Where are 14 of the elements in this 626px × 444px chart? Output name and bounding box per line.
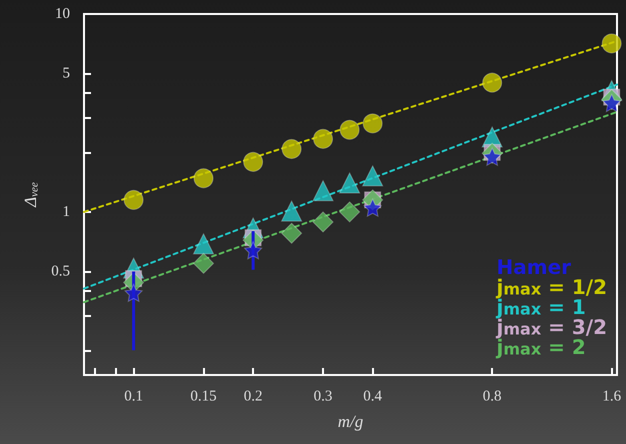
y-tick-label: 10: [55, 6, 70, 22]
text: Hamer: [496, 255, 572, 279]
x-tick-label: 0.2: [244, 388, 263, 404]
y-axis-title: Δvee: [21, 182, 40, 208]
y-tick-label: 5: [62, 66, 70, 82]
x-tick-label: 0.8: [482, 388, 502, 404]
x-tick-label: 1.6: [602, 388, 622, 404]
x-tick-label: 0.1: [124, 388, 143, 404]
x-tick-label: 0.3: [314, 388, 332, 404]
x-axis-title: m/g: [338, 412, 364, 431]
y-tick-label: 1: [62, 204, 70, 220]
x-tick-label: 0.15: [190, 388, 217, 404]
y-tick-label: 0.5: [51, 264, 70, 280]
x-tick-label: 0.4: [363, 388, 383, 404]
